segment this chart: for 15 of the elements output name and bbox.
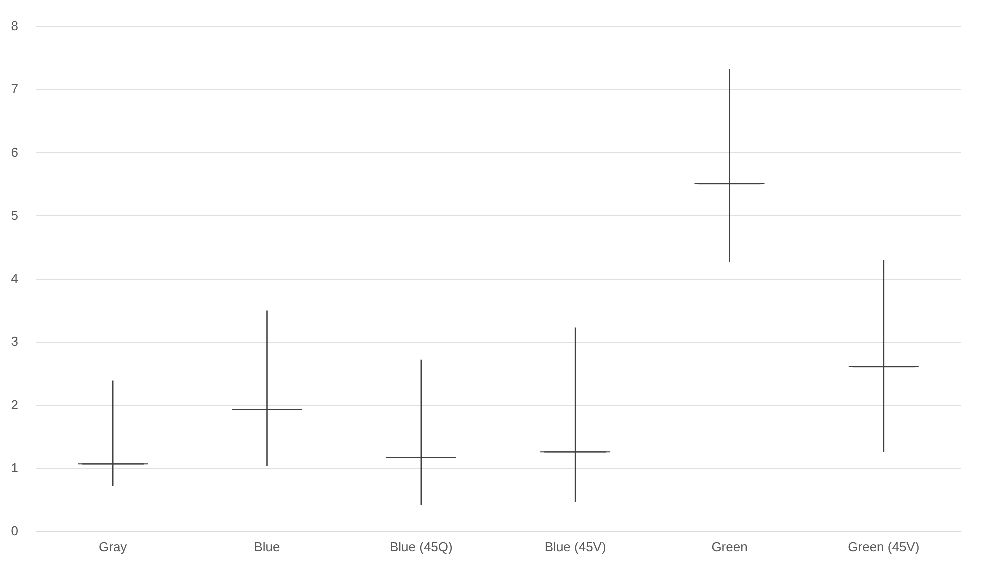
y-tick-label: 3 [11,334,18,350]
y-tick-label: 1 [11,460,18,476]
y-tick-label: 0 [11,524,18,538]
x-tick-label: Blue (45V) [544,540,606,554]
x-tick-label: Gray [98,540,128,554]
x-tick-label: Blue [254,540,280,554]
x-tick-label: Green [712,540,748,554]
y-tick-label: 4 [11,271,18,286]
y-tick-label: 6 [11,144,18,160]
y-tick-label: 5 [11,208,18,223]
y-tick-label: 2 [11,397,18,412]
x-tick-label: Blue (45Q) [390,540,453,554]
x-tick-label: Green (45V) [848,540,920,554]
y-tick-label: 8 [11,18,18,34]
y-tick-label: 7 [11,82,18,97]
